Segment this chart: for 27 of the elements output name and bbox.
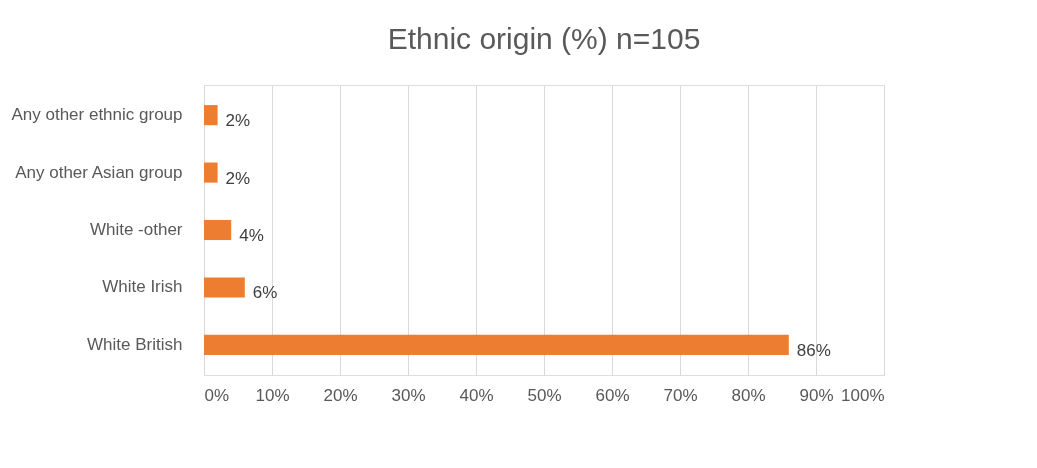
- x-tick-label: 60%: [595, 385, 630, 405]
- x-tick-label: 90%: [799, 385, 834, 405]
- bar: [204, 277, 245, 298]
- y-tick-label: Any other Asian group: [15, 162, 183, 182]
- x-tick-label: 100%: [841, 385, 885, 405]
- x-tick-label: 10%: [255, 385, 290, 405]
- y-tick-label: White Irish: [102, 277, 183, 297]
- x-tick-label: 20%: [323, 385, 358, 405]
- chart-title: Ethnic origin (%) n=105: [387, 22, 701, 55]
- data-label: 86%: [796, 340, 831, 360]
- y-tick-label: White -other: [89, 220, 183, 239]
- bar: [204, 162, 218, 183]
- bar: [204, 105, 218, 126]
- bar: [204, 334, 789, 355]
- x-tick-label: 70%: [663, 385, 698, 405]
- data-label: 2%: [225, 168, 251, 188]
- bar: [204, 219, 232, 241]
- y-tick-label: White British: [87, 334, 183, 354]
- x-tick-label: 50%: [527, 385, 562, 405]
- data-label: 6%: [252, 283, 278, 303]
- x-tick-label: 80%: [731, 385, 766, 405]
- x-tick-label: 30%: [391, 385, 426, 405]
- x-tick-label: 0%: [204, 385, 230, 405]
- y-tick-label: Any other ethnic group: [11, 105, 183, 125]
- data-label: 4%: [239, 226, 264, 245]
- data-label: 2%: [225, 111, 251, 131]
- x-tick-label: 40%: [459, 385, 494, 405]
